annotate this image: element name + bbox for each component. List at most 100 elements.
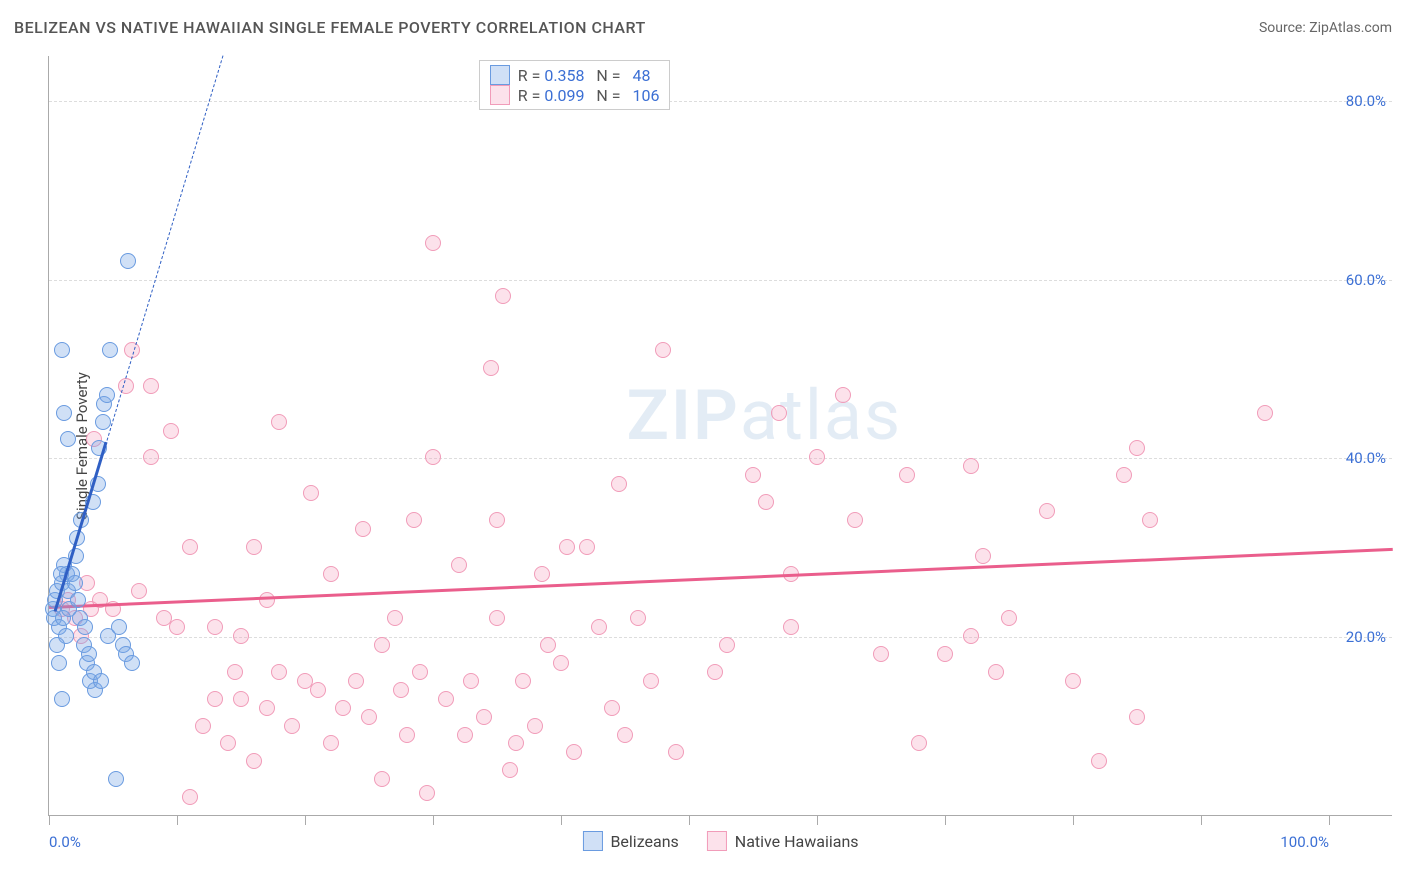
scatter-point [271,664,287,680]
x-tick [1329,815,1330,825]
x-tick [945,815,946,825]
scatter-point [56,405,72,421]
title-bar: BELIZEAN VS NATIVE HAWAIIAN SINGLE FEMAL… [14,18,1392,37]
stats-box: R = 0.358 N = 48R = 0.099 N = 106 [479,60,671,110]
scatter-point [495,288,511,304]
scatter-point [374,637,390,653]
scatter-point [182,539,198,555]
scatter-point [310,682,326,698]
scatter-point [591,619,607,635]
scatter-point [1091,753,1107,769]
scatter-point [399,727,415,743]
stats-swatch [490,85,510,105]
scatter-point [108,771,124,787]
scatter-point [233,691,249,707]
x-tick-label: 0.0% [49,833,81,851]
stats-row: R = 0.099 N = 106 [490,85,660,105]
scatter-point [207,619,223,635]
trend-line [49,548,1393,609]
scatter-point [1065,673,1081,689]
scatter-point [988,664,1004,680]
legend-item: Belizeans [582,831,678,851]
scatter-point [131,583,147,599]
stats-row: R = 0.358 N = 48 [490,65,660,85]
scatter-point [617,727,633,743]
scatter-point [809,449,825,465]
scatter-point [335,700,351,716]
scatter-point [655,342,671,358]
legend-label: Belizeans [610,832,678,851]
scatter-point [169,619,185,635]
scatter-point [540,637,556,653]
scatter-point [771,405,787,421]
trend-line [106,56,223,441]
x-tick [817,815,818,825]
x-tick-label: 100.0% [1280,833,1329,851]
scatter-point [284,718,300,734]
x-tick [1201,815,1202,825]
scatter-point [873,646,889,662]
scatter-point [323,566,339,582]
scatter-point [899,467,915,483]
scatter-point [476,709,492,725]
x-tick [49,815,50,825]
scatter-point [611,476,627,492]
scatter-point [963,628,979,644]
grid-line [49,101,1392,102]
grid-line [49,458,1392,459]
scatter-point [975,548,991,564]
scatter-point [566,744,582,760]
scatter-point [1257,405,1273,421]
scatter-point [54,691,70,707]
scatter-point [668,744,684,760]
scatter-point [111,619,127,635]
scatter-point [54,342,70,358]
scatter-point [527,718,543,734]
scatter-point [233,628,249,644]
source-label: Source: ZipAtlas.com [1259,20,1392,36]
source-name: ZipAtlas.com [1309,20,1392,36]
scatter-point [457,727,473,743]
plot-area: ZIPatlas R = 0.358 N = 48R = 0.099 N = 1… [48,56,1392,816]
legend: BelizeansNative Hawaiians [582,831,858,851]
scatter-point [387,610,403,626]
scatter-point [246,539,262,555]
scatter-point [246,753,262,769]
y-tick-label: 20.0% [1346,628,1386,646]
grid-line [49,280,1392,281]
scatter-point [783,619,799,635]
scatter-point [67,575,83,591]
x-tick [305,815,306,825]
scatter-point [515,673,531,689]
source-prefix: Source: [1259,20,1309,36]
scatter-point [406,512,422,528]
scatter-point [51,655,67,671]
scatter-point [579,539,595,555]
scatter-point [259,700,275,716]
scatter-point [630,610,646,626]
scatter-point [143,378,159,394]
scatter-point [93,673,109,689]
scatter-point [207,691,223,707]
scatter-point [60,431,76,447]
chart-container: BELIZEAN VS NATIVE HAWAIIAN SINGLE FEMAL… [0,0,1406,892]
scatter-point [412,664,428,680]
scatter-point [438,691,454,707]
scatter-point [303,485,319,501]
scatter-point [1129,709,1145,725]
stats-text: R = 0.358 N = 48 [518,66,651,85]
scatter-point [937,646,953,662]
scatter-point [419,785,435,801]
scatter-point [1001,610,1017,626]
legend-swatch [582,831,602,851]
scatter-point [95,414,111,430]
scatter-point [393,682,409,698]
scatter-point [348,673,364,689]
scatter-point [489,610,505,626]
scatter-point [643,673,659,689]
scatter-point [143,449,159,465]
scatter-point [707,664,723,680]
scatter-point [847,512,863,528]
scatter-point [463,673,479,689]
scatter-point [489,512,505,528]
